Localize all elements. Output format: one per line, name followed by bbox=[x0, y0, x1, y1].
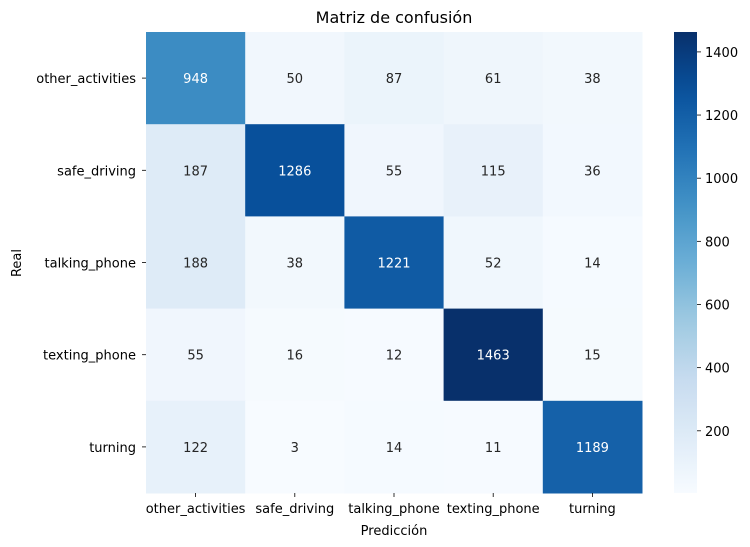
heatmap-cell bbox=[542, 216, 643, 310]
heatmap-cell bbox=[344, 216, 445, 310]
x-tick-label: other_activities bbox=[146, 502, 246, 517]
y-tick-label: other_activities bbox=[36, 72, 136, 87]
heatmap-cell bbox=[146, 308, 246, 402]
x-tick-label: talking_phone bbox=[348, 502, 440, 517]
cell-value-label: 55 bbox=[187, 349, 204, 364]
heatmap-cell bbox=[542, 308, 643, 402]
y-tick-label: safe_driving bbox=[57, 164, 136, 179]
cell-value-label: 122 bbox=[183, 441, 208, 456]
cell-value-label: 188 bbox=[183, 257, 208, 272]
y-tick-label: talking_phone bbox=[45, 257, 137, 272]
cell-value-label: 187 bbox=[183, 164, 208, 179]
cell-value-label: 52 bbox=[485, 257, 502, 272]
heatmap-cell bbox=[245, 216, 345, 310]
cell-value-label: 115 bbox=[481, 164, 506, 179]
x-tick-label: safe_driving bbox=[255, 502, 334, 517]
heatmap-cell bbox=[443, 32, 544, 125]
heatmap-cell bbox=[344, 308, 445, 402]
colorbar-tick-label: 1000 bbox=[705, 172, 738, 187]
heatmap-cell bbox=[542, 124, 643, 217]
heatmap-cell bbox=[443, 400, 544, 494]
heatmap-cell bbox=[344, 124, 445, 217]
heatmap-cell bbox=[146, 32, 246, 125]
cell-value-label: 36 bbox=[584, 164, 601, 179]
colorbar-ticks: 200 400 600 800 1000 1200 1400 bbox=[697, 46, 738, 440]
cell-value-label: 1221 bbox=[377, 257, 410, 272]
cell-value-label: 14 bbox=[584, 257, 601, 272]
cell-value-label: 14 bbox=[386, 441, 403, 456]
heatmap-cell bbox=[146, 216, 246, 310]
y-axis-label: Real bbox=[10, 249, 25, 277]
heatmap-cell bbox=[443, 124, 544, 217]
chart-title: Matriz de confusión bbox=[316, 8, 473, 27]
cell-value-label: 61 bbox=[485, 72, 502, 87]
heatmap-cell bbox=[344, 32, 445, 125]
cell-value-label: 1189 bbox=[576, 441, 609, 456]
cell-value-label: 38 bbox=[287, 257, 304, 272]
heatmap-cells bbox=[146, 32, 643, 494]
colorbar bbox=[674, 32, 697, 493]
y-axis-ticks: other_activities safe_driving talking_phon… bbox=[36, 72, 146, 456]
y-tick-label: texting_phone bbox=[43, 349, 136, 364]
cell-annotations: 948 50 87 61 38 187 1286 55 115 36 188 38 1221 52 14 55… bbox=[183, 72, 609, 456]
x-axis-label: Predicción bbox=[361, 524, 428, 539]
cell-value-label: 16 bbox=[287, 349, 304, 364]
colorbar-tick-label: 1200 bbox=[705, 109, 738, 124]
heatmap-cell bbox=[146, 400, 246, 494]
cell-value-label: 38 bbox=[584, 72, 601, 87]
heatmap-cell bbox=[443, 308, 544, 402]
x-axis-ticks: other_activities safe_driving talking_phon… bbox=[146, 493, 616, 517]
cell-value-label: 1286 bbox=[278, 164, 311, 179]
cell-value-label: 1463 bbox=[477, 349, 510, 364]
heatmap-cell bbox=[146, 124, 246, 217]
cell-value-label: 15 bbox=[584, 349, 601, 364]
colorbar-tick-label: 800 bbox=[705, 235, 730, 250]
colorbar-tick-label: 600 bbox=[705, 298, 730, 313]
heatmap-cell bbox=[542, 32, 643, 125]
y-tick-label: turning bbox=[89, 441, 136, 456]
cell-value-label: 12 bbox=[386, 349, 403, 364]
x-tick-label: turning bbox=[569, 502, 616, 517]
heatmap-cell bbox=[344, 400, 445, 494]
heatmap-cell bbox=[245, 400, 345, 494]
heatmap-cell bbox=[443, 216, 544, 310]
colorbar-tick-label: 400 bbox=[705, 362, 730, 377]
heatmap-cell bbox=[245, 308, 345, 402]
heatmap-cell bbox=[245, 124, 345, 217]
colorbar-tick-label: 200 bbox=[705, 425, 730, 440]
cell-value-label: 87 bbox=[386, 72, 403, 87]
cell-value-label: 11 bbox=[485, 441, 502, 456]
heatmap-cell bbox=[542, 400, 643, 494]
colorbar-tick-label: 1400 bbox=[705, 46, 738, 61]
x-tick-label: texting_phone bbox=[447, 502, 540, 517]
cell-value-label: 948 bbox=[183, 72, 208, 87]
cell-value-label: 55 bbox=[386, 164, 403, 179]
heatmap-cell bbox=[245, 32, 345, 125]
cell-value-label: 3 bbox=[291, 441, 299, 456]
cell-value-label: 50 bbox=[287, 72, 304, 87]
